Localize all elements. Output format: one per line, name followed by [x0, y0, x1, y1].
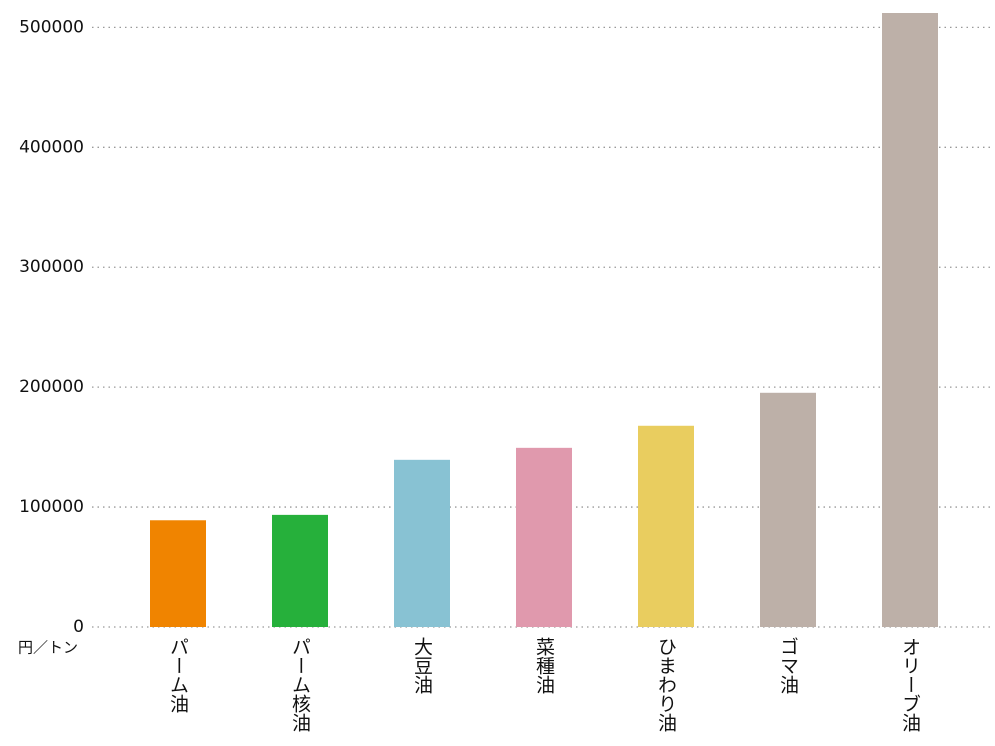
y-tick-label: 300000 [19, 257, 84, 277]
bar [760, 392, 816, 627]
x-tick-label: パーム核油 [289, 637, 311, 732]
bar [516, 447, 572, 627]
bar [394, 459, 450, 627]
x-tick-label: ゴマ油 [777, 637, 799, 694]
bar [882, 13, 938, 627]
bar [272, 514, 328, 627]
bar [150, 520, 206, 627]
y-tick-label: 100000 [19, 497, 84, 517]
x-tick-label: パーム油 [167, 637, 189, 713]
y-tick-label: 200000 [19, 377, 84, 397]
y-tick-label: 500000 [19, 17, 84, 37]
x-tick-label: 菜種油 [533, 637, 555, 694]
x-tick-label: 大豆油 [411, 637, 433, 694]
unit-label: 円／トン [18, 639, 78, 657]
x-tick-label: ひまわり油 [655, 637, 677, 732]
bar [638, 425, 694, 627]
y-tick-label: 0 [73, 617, 84, 637]
x-tick-label: オリーブ油 [899, 637, 921, 732]
y-tick-label: 400000 [19, 137, 84, 157]
